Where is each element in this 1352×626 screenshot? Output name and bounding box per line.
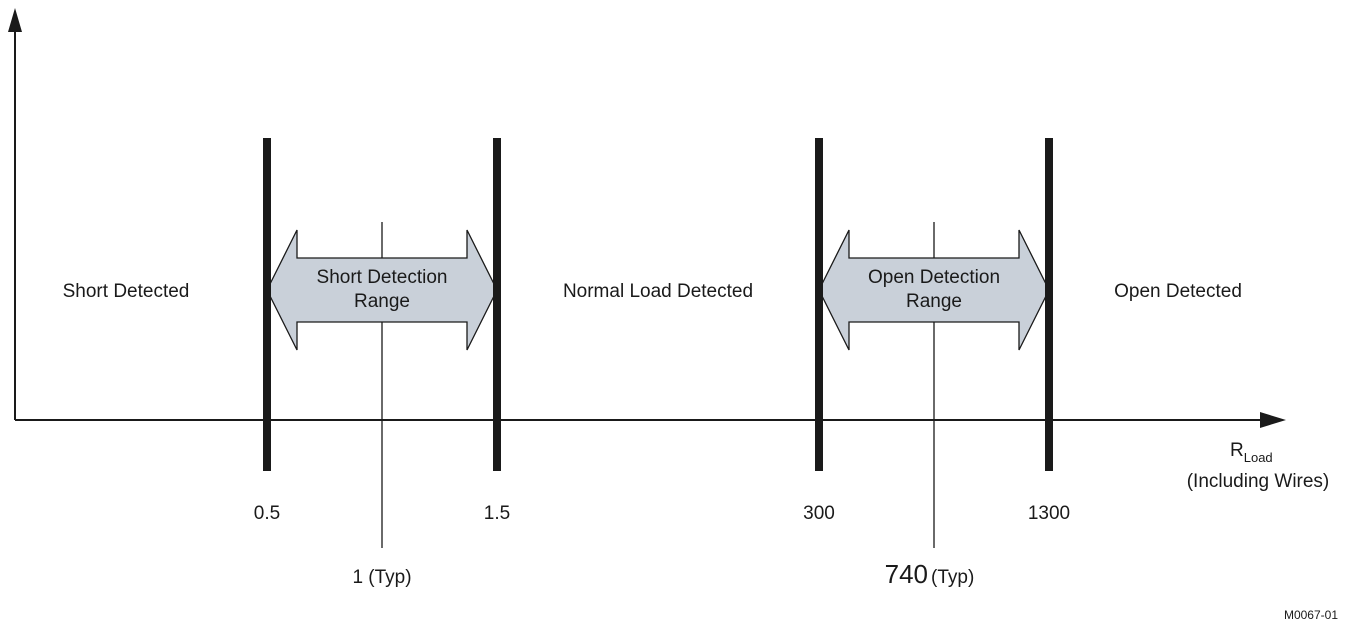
open-max-value: 1300	[1028, 503, 1070, 524]
short-detected-label: Short Detected	[63, 281, 190, 302]
x-axis-arrowhead	[1260, 412, 1286, 428]
x-axis-label-subscript: Load	[1244, 450, 1273, 465]
short-max-value: 1.5	[484, 503, 510, 524]
x-axis-label-main: R	[1230, 440, 1244, 461]
open-detected-label: Open Detected	[1114, 281, 1242, 302]
open-min-value: 300	[803, 503, 835, 524]
open-min-threshold-bar	[815, 138, 823, 471]
figure-id: M0067-01	[1284, 608, 1338, 622]
normal-load-detected-label: Normal Load Detected	[563, 281, 753, 302]
short-min-value: 0.5	[254, 503, 280, 524]
short-range-label-line2: Range	[354, 291, 410, 312]
short-typical-value: 1 (Typ)	[352, 567, 411, 588]
x-axis-label-note: (Including Wires)	[1187, 471, 1330, 492]
y-axis-arrowhead	[8, 8, 22, 32]
open-max-threshold-bar	[1045, 138, 1053, 471]
open-range-label-line2: Range	[906, 291, 962, 312]
x-axis-label: RLoad	[1230, 440, 1273, 465]
open-typical-suffix: (Typ)	[931, 567, 974, 588]
short-range-label-line1: Short Detection	[317, 267, 448, 288]
open-range-label-line1: Open Detection	[868, 267, 1000, 288]
short-min-threshold-bar	[263, 138, 271, 471]
open-typical-value: 740	[885, 559, 928, 589]
short-max-threshold-bar	[493, 138, 501, 471]
